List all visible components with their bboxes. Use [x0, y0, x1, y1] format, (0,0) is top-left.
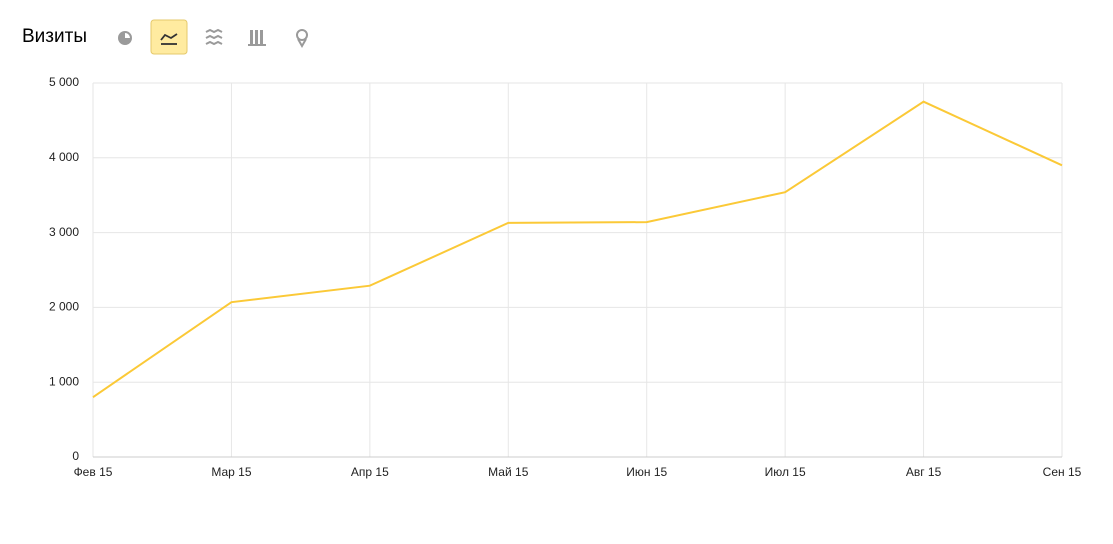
- bar-icon-2: [255, 30, 258, 44]
- x-tick-label: Апр 15: [351, 465, 389, 479]
- y-tick-label: 4 000: [49, 150, 79, 164]
- line-series: [92, 100, 1063, 398]
- bar-icon-1: [250, 30, 253, 44]
- map-icon-pin: [296, 29, 308, 41]
- bar-icon-3: [260, 30, 263, 44]
- x-tick-label: Фев 15: [74, 465, 113, 479]
- x-tick-label: Сен 15: [1043, 465, 1082, 479]
- pie-icon-slice: [125, 33, 130, 38]
- bar-icon-base: [248, 44, 266, 46]
- area-button[interactable]: [205, 28, 223, 46]
- bar-button[interactable]: [248, 30, 266, 46]
- line-button[interactable]: [150, 19, 188, 55]
- x-tick-label: Июн 15: [626, 465, 667, 479]
- y-tick-label: 5 000: [49, 75, 79, 89]
- line-icon: [160, 33, 178, 41]
- y-tick-label: 3 000: [49, 225, 79, 239]
- chart-title: Визиты: [22, 26, 87, 47]
- map-button[interactable]: [296, 29, 308, 49]
- map-icon-tip: [297, 38, 307, 49]
- x-tick-label: Авг 15: [906, 465, 942, 479]
- x-tick-label: Мар 15: [211, 465, 251, 479]
- y-tick-label: 2 000: [49, 300, 79, 314]
- x-tick-label: Май 15: [488, 465, 529, 479]
- area-icon-2: [205, 34, 223, 40]
- chart-type-switcher: [118, 19, 308, 55]
- y-tick-label: 0: [72, 449, 79, 463]
- pie-button[interactable]: [118, 31, 132, 45]
- area-icon-1: [205, 28, 223, 34]
- y-tick-label: 1 000: [49, 374, 79, 388]
- area-icon-3: [205, 40, 223, 46]
- x-tick-label: Июл 15: [765, 465, 806, 479]
